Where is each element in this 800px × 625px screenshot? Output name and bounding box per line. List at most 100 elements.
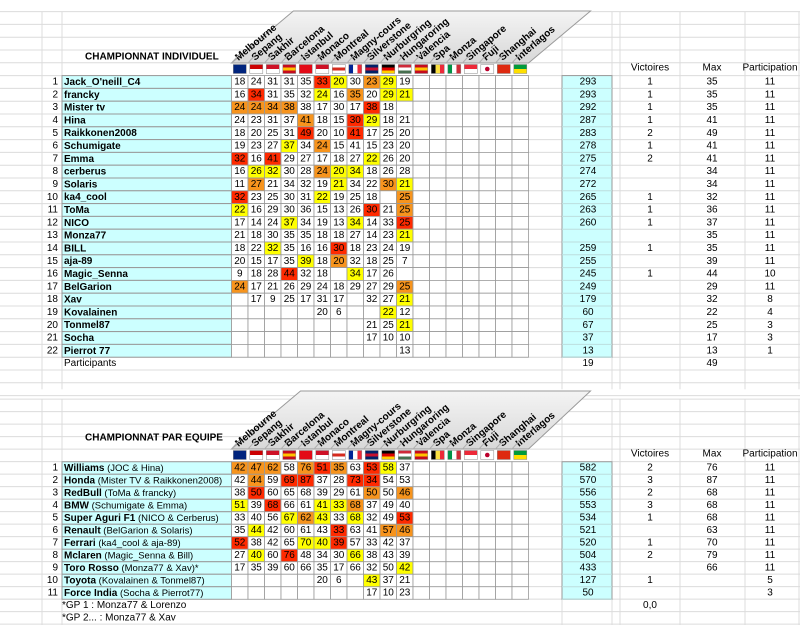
result-cell xyxy=(445,486,463,500)
result: 15 xyxy=(251,256,263,267)
result: 50 xyxy=(383,488,395,499)
result: 33 xyxy=(333,500,345,511)
flag-stripe xyxy=(365,450,379,454)
result: 50 xyxy=(251,488,263,499)
result: 87 xyxy=(300,475,312,486)
result-cell xyxy=(445,215,463,230)
name: Renault xyxy=(64,525,101,536)
max: 70 xyxy=(706,538,718,549)
result: 21 xyxy=(399,230,411,241)
result: 10 xyxy=(333,128,345,139)
total: 278 xyxy=(580,141,597,152)
result-cell xyxy=(429,88,447,102)
rank: 21 xyxy=(47,333,59,344)
result: 23 xyxy=(366,243,378,254)
name: aja-89 xyxy=(64,256,93,267)
column-header: Victoires xyxy=(631,63,669,74)
result: 26 xyxy=(350,205,362,216)
result-cell xyxy=(264,305,282,320)
note: *GP 2... : Monza77 & Xav xyxy=(62,613,176,624)
result: 41 xyxy=(267,153,279,164)
player-name: Ferrari (ka4_cool & aja-89) xyxy=(64,538,181,549)
result: 13 xyxy=(333,205,345,216)
result: 22 xyxy=(366,179,378,190)
participation: 11 xyxy=(765,463,776,474)
result: 33 xyxy=(333,513,345,524)
result: 35 xyxy=(333,463,345,474)
result: 22 xyxy=(251,243,263,254)
result-cell xyxy=(412,292,430,307)
result-cell xyxy=(462,254,480,269)
flag-stripe xyxy=(332,453,346,457)
result-cell xyxy=(511,318,529,332)
result: 19 xyxy=(317,179,329,190)
result-cell xyxy=(445,536,463,550)
result: 31 xyxy=(284,128,296,139)
result: 16 xyxy=(333,89,345,100)
flag-stripe xyxy=(435,450,440,460)
result: 21 xyxy=(383,205,395,216)
flag-stripe xyxy=(513,450,527,455)
result: 20 xyxy=(251,128,263,139)
result-cell xyxy=(412,88,430,102)
rank: 7 xyxy=(52,538,58,549)
result: 54 xyxy=(383,475,395,486)
result: 22 xyxy=(366,153,378,164)
result-cell xyxy=(462,177,480,192)
flag-stripe xyxy=(365,64,379,68)
total: 504 xyxy=(580,550,597,561)
player-name: BMW (Schumigate & Emma) xyxy=(64,500,187,511)
flag-border xyxy=(233,450,247,460)
participation: 10 xyxy=(764,269,776,280)
result: 18 xyxy=(350,243,362,254)
result: 38 xyxy=(366,550,378,561)
result: 21 xyxy=(399,294,411,305)
participation: 11 xyxy=(765,141,776,152)
result: 23 xyxy=(399,588,411,599)
flag-stripe xyxy=(365,456,379,460)
result-cell xyxy=(478,164,496,179)
result-cell xyxy=(445,241,463,256)
flag-stripe xyxy=(497,64,511,74)
members: (Magic_Senna & Bill) xyxy=(102,550,193,561)
result-cell xyxy=(429,561,447,575)
flag-border xyxy=(398,64,412,74)
result-cell xyxy=(462,318,480,332)
result-cell xyxy=(462,113,480,128)
result-cell xyxy=(511,292,529,307)
result: 21 xyxy=(399,320,411,331)
participation: 11 xyxy=(765,525,776,536)
flag-stripe xyxy=(447,64,453,74)
result: 30 xyxy=(350,77,362,88)
flag-border xyxy=(282,450,297,460)
result: 39 xyxy=(399,550,411,561)
participation: 11 xyxy=(765,475,776,486)
result-cell xyxy=(445,177,463,192)
result: 17 xyxy=(333,294,345,305)
result: 20 xyxy=(399,128,411,139)
result-cell xyxy=(412,151,430,166)
result-cell xyxy=(231,292,249,307)
result-cell xyxy=(297,573,315,588)
participation: 8 xyxy=(767,294,773,305)
max: 76 xyxy=(706,463,718,474)
result-cell xyxy=(478,139,496,153)
race-divider xyxy=(280,439,290,450)
flag-stripe xyxy=(266,455,280,460)
name: Hina xyxy=(64,115,86,126)
result-cell xyxy=(346,318,364,332)
result-cell xyxy=(412,190,430,205)
result-cell xyxy=(495,126,513,141)
result: 38 xyxy=(366,102,378,113)
result-cell xyxy=(511,241,529,256)
result-cell xyxy=(429,164,447,179)
result: 19 xyxy=(399,77,411,88)
result: 31 xyxy=(317,294,329,305)
result-cell xyxy=(280,331,298,345)
total: 179 xyxy=(580,294,597,305)
result-cell xyxy=(346,292,364,307)
result: 32 xyxy=(366,563,378,574)
result-cell xyxy=(478,498,496,513)
result-cell xyxy=(495,100,513,115)
